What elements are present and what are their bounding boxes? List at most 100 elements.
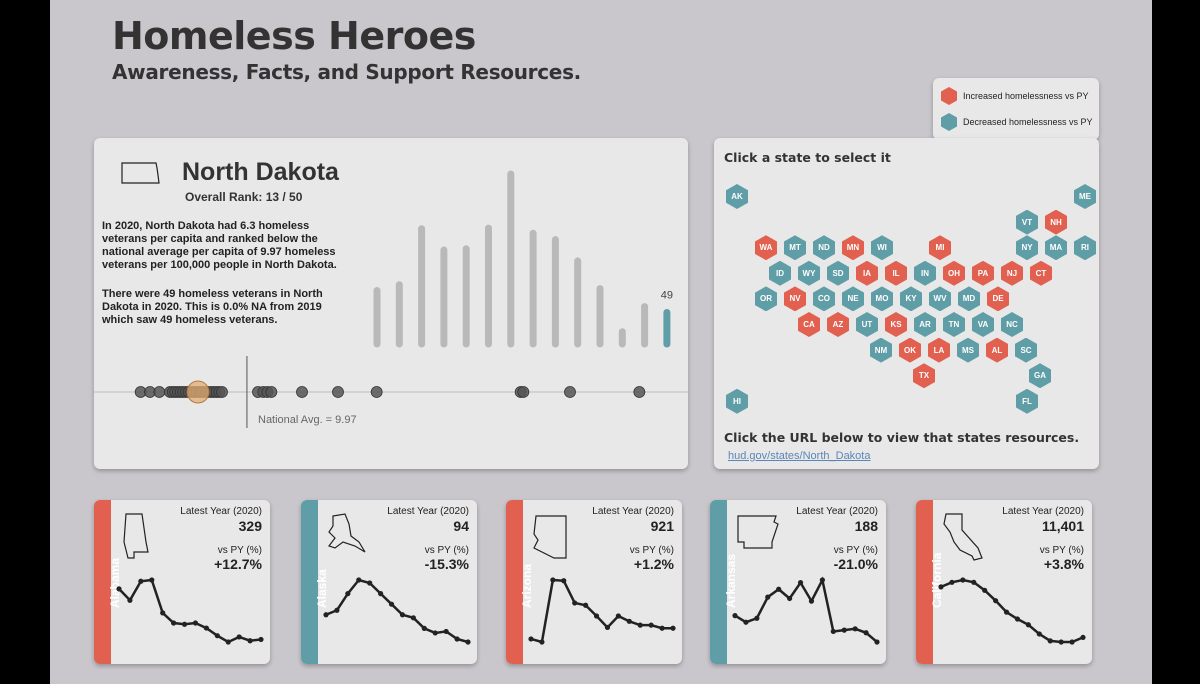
per-capita-strip-plot [94, 356, 688, 428]
state-tile-nd[interactable]: ND [813, 235, 835, 261]
state-card-alaska[interactable]: Alaska Latest Year (2020) 94 vs PY (%) -… [301, 500, 477, 664]
legend: Increased homelessness vs PY Decreased h… [933, 78, 1099, 140]
sparkline-point [808, 598, 815, 604]
sparkline-point [863, 630, 869, 636]
state-card-alabama[interactable]: Alabama Latest Year (2020) 329 vs PY (%)… [94, 500, 270, 664]
state-tile-sd[interactable]: SD [827, 260, 849, 286]
state-tile-de[interactable]: DE [987, 286, 1009, 312]
sparkline-point [593, 613, 600, 619]
state-point[interactable] [517, 386, 530, 398]
sparkline-point [539, 639, 545, 645]
state-tile-nv[interactable]: NV [784, 286, 806, 312]
state-tile-in[interactable]: IN [914, 260, 936, 286]
state-tile-ia[interactable]: IA [856, 260, 878, 286]
state-tile-ks[interactable]: KS [885, 312, 907, 337]
state-tile-al[interactable]: AL [986, 337, 1008, 363]
state-card-arizona[interactable]: Arizona Latest Year (2020) 921 vs PY (%)… [506, 500, 682, 664]
sparkline-point [116, 586, 122, 592]
map-title: Click a state to select it [724, 150, 891, 165]
state-point[interactable] [296, 386, 308, 398]
sparkline-point [334, 607, 340, 613]
state-tile-ri[interactable]: RI [1074, 235, 1096, 261]
sparkline-path [940, 578, 1084, 644]
state-point[interactable] [564, 386, 576, 398]
sparkline-point [171, 620, 177, 626]
state-tile-wi[interactable]: WI [871, 235, 893, 261]
state-tile-mi[interactable]: MI [929, 235, 951, 261]
state-tile-ny[interactable]: NY [1016, 235, 1038, 261]
state-tile-wa[interactable]: WA [755, 235, 777, 261]
sparkline-point [765, 594, 771, 600]
state-tile-nj[interactable]: NJ [1001, 260, 1023, 286]
sparkline-point [247, 638, 253, 644]
sparkline-point [181, 621, 188, 627]
sparkline-path [734, 576, 878, 643]
state-tile-ma[interactable]: MA [1045, 235, 1067, 261]
state-resources-link[interactable]: hud.gov/states/North_Dakota [728, 450, 871, 462]
state-tile-md[interactable]: MD [958, 286, 980, 312]
state-tile-nh[interactable]: NH [1045, 209, 1067, 235]
state-tile-ar[interactable]: AR [914, 312, 936, 337]
count-paragraph: There were 49 homeless veterans in North… [102, 288, 323, 326]
sparkline-point [841, 627, 847, 633]
state-tile-oh[interactable]: OH [943, 260, 965, 286]
state-tile-mo[interactable]: MO [871, 286, 893, 312]
state-point[interactable] [370, 386, 383, 398]
latest-value: 188 [854, 518, 878, 534]
state-point[interactable] [153, 386, 166, 398]
state-tile-ok[interactable]: OK [899, 337, 921, 363]
state-tile-fl[interactable]: FL [1016, 388, 1038, 414]
sparkline-point [1080, 634, 1086, 641]
state-point[interactable] [332, 386, 344, 398]
state-tile-ms[interactable]: MS [957, 337, 979, 363]
page-title: Homeless Heroes [112, 14, 476, 58]
state-tile-ak[interactable]: AK [726, 184, 748, 209]
state-tile-tn[interactable]: TN [943, 312, 965, 337]
latest-value: 11,401 [1041, 518, 1084, 534]
vs-py-percent: -15.3% [424, 556, 469, 572]
state-tile-hi[interactable]: HI [726, 388, 748, 414]
sparkline-point [852, 626, 858, 632]
state-tile-il[interactable]: IL [885, 260, 907, 286]
state-tile-mn[interactable]: MN [842, 235, 864, 261]
trend-band [301, 500, 318, 664]
trend-sparkline [116, 577, 264, 645]
state-tile-id[interactable]: ID [769, 260, 791, 286]
sparkline-point [1069, 639, 1075, 645]
state-tile-va[interactable]: VA [972, 312, 994, 337]
dashboard-canvas: Homeless Heroes Awareness, Facts, and Su… [50, 0, 1152, 684]
state-tile-or[interactable]: OR [755, 286, 777, 312]
state-tile-nc[interactable]: NC [1001, 312, 1023, 337]
state-tile-nm[interactable]: NM [870, 337, 892, 363]
state-tile-sc[interactable]: SC [1015, 337, 1037, 363]
state-point[interactable] [265, 386, 278, 398]
state-tile-wy[interactable]: WY [798, 260, 820, 286]
state-tile-co[interactable]: CO [813, 286, 835, 312]
state-outline-icon [123, 513, 149, 559]
sparkline-point [938, 584, 944, 590]
state-tile-me[interactable]: ME [1074, 184, 1096, 209]
state-tile-ne[interactable]: NE [842, 286, 864, 312]
sparkline-point [1036, 631, 1042, 637]
state-tile-ga[interactable]: GA [1029, 363, 1051, 389]
national-average-label: National Avg. = 9.97 [258, 414, 357, 426]
state-point[interactable] [216, 386, 228, 398]
state-tile-la[interactable]: LA [928, 337, 950, 363]
state-tile-pa[interactable]: PA [972, 260, 994, 286]
state-tile-ca[interactable]: CA [798, 312, 820, 337]
state-tile-ky[interactable]: KY [900, 286, 922, 312]
state-tile-wv[interactable]: WV [929, 286, 951, 312]
state-card-california[interactable]: California Latest Year (2020) 11,401 vs … [916, 500, 1092, 664]
selected-state-point[interactable] [186, 380, 210, 404]
state-tile-vt[interactable]: VT [1016, 209, 1038, 235]
decreased-hex-icon [941, 113, 957, 131]
state-tile-ut[interactable]: UT [856, 312, 878, 337]
state-point[interactable] [633, 386, 646, 398]
state-tile-tx[interactable]: TX [913, 363, 935, 389]
state-tile-mt[interactable]: MT [784, 235, 806, 261]
selected-state-name: North Dakota [182, 158, 339, 186]
state-tile-ct[interactable]: CT [1030, 260, 1052, 286]
state-card-arkansas[interactable]: Arkansas Latest Year (2020) 188 vs PY (%… [710, 500, 886, 664]
sparkline-point [583, 602, 589, 608]
state-tile-az[interactable]: AZ [827, 312, 849, 337]
